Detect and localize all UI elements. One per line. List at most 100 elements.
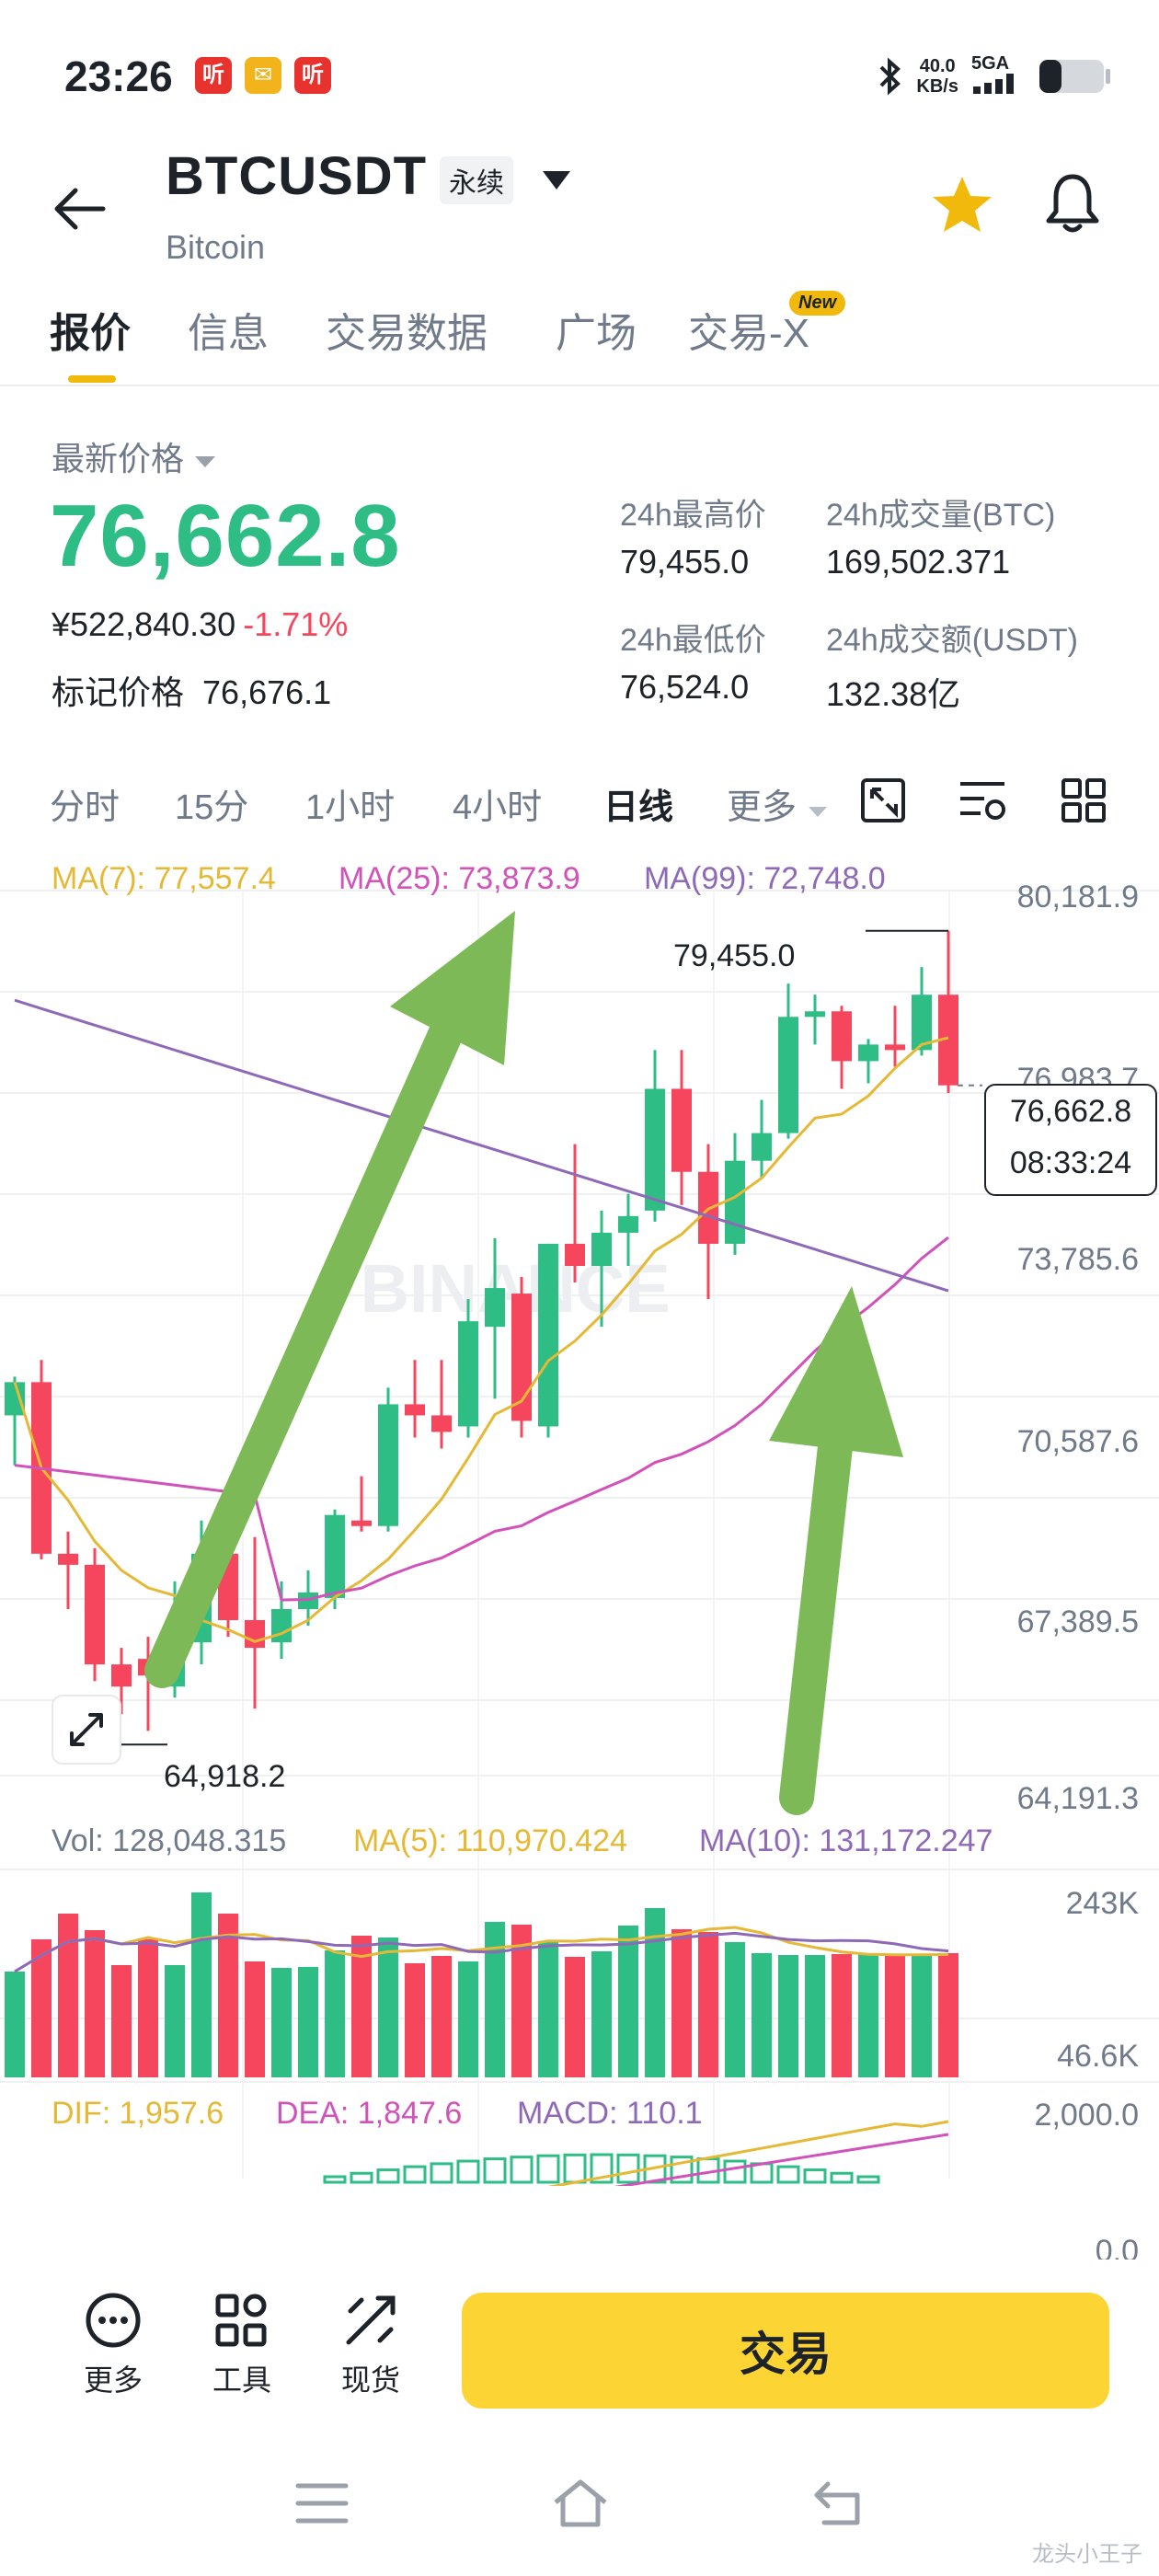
- candle-body: [565, 1243, 585, 1267]
- author-watermark: 龙头小王子: [1032, 2542, 1142, 2567]
- price-tick: 64,191.3: [1016, 1781, 1139, 1816]
- cny-price: ¥522,840.30: [52, 605, 236, 643]
- tools-label: 工具: [212, 2363, 271, 2397]
- mark-price-label: 标记价格: [52, 673, 185, 711]
- volume-bar: [618, 1926, 638, 2077]
- low-label: 24h最低价: [620, 623, 766, 658]
- vol-legend: Vol: 128,048.315: [52, 1823, 287, 1858]
- latest-price-label[interactable]: 最新价格: [52, 432, 217, 480]
- last-price: 76,662.8: [50, 487, 401, 585]
- annotation-arrow-head: [390, 911, 515, 1065]
- symbol-title[interactable]: BTCUSDT: [166, 146, 428, 206]
- volume-bar: [325, 1950, 345, 2077]
- volume-bar: [165, 1965, 185, 2077]
- volume-bar: [538, 1941, 558, 2077]
- favorite-star-icon[interactable]: [931, 175, 993, 234]
- ma25-legend: MA(25): 73,873.9: [339, 861, 580, 896]
- macd-histogram-bar: [483, 2157, 507, 2184]
- volume-bar: [778, 1955, 798, 2077]
- tools-button[interactable]: 工具: [191, 2291, 293, 2399]
- current-price-tag: 76,662.8 08:33:24: [984, 1084, 1157, 1196]
- macd-histogram-bar: [856, 2175, 880, 2184]
- candle-body: [351, 1520, 372, 1526]
- macd-histogram-bar: [590, 2153, 614, 2184]
- tab-trade-x[interactable]: 交易-X: [688, 311, 809, 356]
- vol-usdt-label: 24h成交额(USDT): [826, 623, 1078, 658]
- candle-body: [591, 1232, 612, 1267]
- symbol-dropdown-icon[interactable]: [541, 169, 572, 191]
- spot-label: 现货: [340, 2363, 400, 2397]
- fullscreen-button[interactable]: [52, 1695, 121, 1765]
- tab-trading-data[interactable]: 交易数据: [326, 311, 488, 356]
- expand-icon: [70, 1713, 103, 1746]
- trade-button[interactable]: 交易: [462, 2293, 1109, 2409]
- candle-body: [752, 1133, 772, 1161]
- kline-svg[interactable]: BINANCE: [0, 854, 1159, 2261]
- bottom-action-bar: 更多 工具 现货 交易: [0, 2272, 1159, 2438]
- macd-histogram-bar: [830, 2171, 854, 2184]
- volume-bar: [58, 1914, 78, 2077]
- price-tick: 73,785.6: [1016, 1242, 1139, 1277]
- tab-quote[interactable]: 报价: [50, 311, 131, 356]
- annotation-arrow-shaft: [779, 1379, 858, 1815]
- indicator-settings-icon[interactable]: [957, 776, 1008, 824]
- macd-histogram-bar: [350, 2171, 373, 2184]
- notification-app-icon: 听: [195, 57, 232, 94]
- more-label: 更多: [83, 2363, 143, 2397]
- swap-icon: [346, 2295, 396, 2345]
- notification-app-icon: 听: [294, 57, 331, 94]
- new-badge: New: [789, 291, 846, 316]
- caret-down-icon: [808, 807, 827, 817]
- interval-1h[interactable]: 1小时: [305, 788, 396, 827]
- interval-1d[interactable]: 日线: [603, 788, 674, 827]
- interval-bar: 分时 15分 1小时 4小时 日线 更多: [0, 771, 1159, 835]
- macd-legend: MACD: 110.1: [517, 2096, 703, 2131]
- volume-bar: [938, 1953, 958, 2077]
- volume-bar: [752, 1953, 772, 2077]
- mark-price: 76,676.1: [202, 673, 332, 711]
- spot-button[interactable]: 现货: [320, 2291, 421, 2399]
- contract-type-badge: 永续: [440, 156, 513, 204]
- system-nav-bar: [0, 2447, 1159, 2576]
- volume-bar: [31, 1939, 52, 2077]
- more-button[interactable]: 更多: [63, 2291, 164, 2399]
- candle-body: [778, 1017, 798, 1133]
- macd-histogram-bar: [616, 2153, 640, 2184]
- macd-tick: 0.0: [1095, 2234, 1139, 2260]
- battery-icon: [1039, 59, 1110, 93]
- volume-bar: [138, 1939, 158, 2077]
- grid-layout-icon[interactable]: [1060, 776, 1107, 824]
- back-nav-icon[interactable]: [811, 2478, 865, 2528]
- home-icon[interactable]: [550, 2477, 611, 2530]
- candle-body: [912, 995, 932, 1051]
- mark-price-row: 标记价格 76,676.1: [52, 666, 331, 714]
- vol-tick: 46.6K: [1057, 2039, 1139, 2074]
- price-change: -1.71%: [243, 605, 349, 643]
- interval-15m[interactable]: 15分: [175, 788, 249, 827]
- clock: 23:26: [64, 52, 173, 100]
- volume-bar: [832, 1954, 852, 2077]
- candle-body: [618, 1215, 638, 1233]
- tab-info[interactable]: 信息: [188, 311, 269, 356]
- back-arrow-icon[interactable]: [48, 177, 112, 241]
- status-indicators: 40.0 KB/s 5GA: [876, 53, 1111, 98]
- volume-bar: [485, 1922, 505, 2077]
- candle-body: [458, 1321, 478, 1427]
- candle-body: [832, 1011, 852, 1062]
- macd-histogram-bar: [670, 2156, 694, 2184]
- candle-body: [805, 1011, 825, 1018]
- net-speed: 40.0: [919, 55, 956, 76]
- interval-time[interactable]: 分时: [50, 788, 120, 827]
- kline-chart[interactable]: BINANCE MA(7): 77,557.4 MA(25): 73,873.9…: [0, 854, 1159, 2261]
- interval-4h[interactable]: 4小时: [453, 788, 543, 827]
- menu-icon[interactable]: [294, 2480, 350, 2526]
- tab-square[interactable]: 广场: [556, 311, 637, 356]
- candle-body: [325, 1514, 345, 1598]
- chart-settings-icon[interactable]: [859, 776, 907, 824]
- volume-bar: [858, 1954, 878, 2077]
- interval-more[interactable]: 更多: [727, 778, 829, 829]
- candle-body: [538, 1243, 558, 1427]
- bell-icon[interactable]: [1043, 171, 1102, 234]
- candle-countdown: 08:33:24: [1009, 1145, 1132, 1180]
- volume-bar: [5, 1972, 25, 2077]
